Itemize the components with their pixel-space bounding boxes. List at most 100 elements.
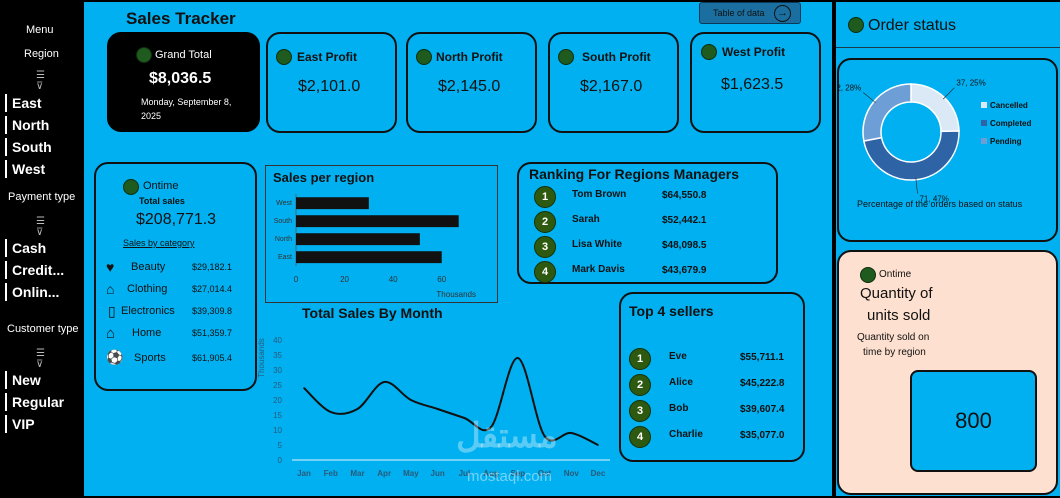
line-point xyxy=(329,411,332,413)
bar-west xyxy=(296,197,369,210)
rank-name: Sarah xyxy=(572,214,600,225)
line-point xyxy=(463,417,466,419)
legend-swatch xyxy=(981,102,987,108)
line-month-label: Sep xyxy=(510,469,525,478)
bar-north xyxy=(296,233,420,246)
top-sellers-title: Top 4 sellers xyxy=(629,303,714,319)
north-profit-value: $2,145.0 xyxy=(438,78,501,95)
slicer-item-new[interactable]: New xyxy=(5,371,77,389)
rank-name: Eve xyxy=(669,351,687,362)
quantity-value: 800 xyxy=(955,408,992,433)
payment-slicer-title: Payment type xyxy=(8,191,76,203)
line-month-label: Jun xyxy=(431,469,445,478)
line-ytick-label: 15 xyxy=(273,411,282,420)
status-dot-icon xyxy=(276,49,292,65)
slicer-item-east[interactable]: East xyxy=(5,94,77,112)
line-point xyxy=(517,357,519,359)
line-ytick-label: 35 xyxy=(273,351,282,360)
slicer-item-credit[interactable]: Credit... xyxy=(5,261,77,279)
phone-icon: ▯ xyxy=(108,303,116,319)
category-name-clothing: Clothing xyxy=(127,283,168,295)
donut-slice-cancelled xyxy=(910,83,960,133)
slicer-item-vip[interactable]: VIP xyxy=(5,415,77,433)
slicer-item-north[interactable]: North xyxy=(5,116,77,134)
legend-label: Cancelled xyxy=(990,101,1028,110)
bar-category-label: South xyxy=(274,218,292,225)
slicer-item-online[interactable]: Onlin... xyxy=(5,283,77,301)
quantity-title-line2: units sold xyxy=(867,307,931,324)
status-dot-icon xyxy=(558,49,574,65)
rank-value: $39,607.4 xyxy=(740,404,785,415)
south-profit-label: South Profit xyxy=(582,50,651,64)
donut-slice-label: 37, 25% xyxy=(956,79,985,88)
line-point xyxy=(543,435,546,437)
north-profit-label: North Profit xyxy=(436,50,503,64)
rank-name: Tom Brown xyxy=(572,189,627,200)
line-point xyxy=(356,408,359,410)
west-profit-value: $1,623.5 xyxy=(721,76,784,93)
payment-slicer-tools-icon[interactable]: ☰ ⊽ xyxy=(36,216,55,238)
table-of-data-button[interactable]: Table of data → xyxy=(699,2,801,24)
category-value-beauty: $29,182.1 xyxy=(192,262,233,272)
south-profit-card: South Profit $2,167.0 xyxy=(548,32,679,133)
donut-slice-pending xyxy=(862,83,912,142)
category-value-sports: $61,905.4 xyxy=(192,353,233,363)
line-ytick-label: 30 xyxy=(273,366,282,375)
grand-total-card: Grand Total $8,036.5 Monday, September 8… xyxy=(107,32,260,132)
region-slicer-tools-icon[interactable]: ☰ ⊽ xyxy=(36,70,55,92)
total-sales-value: $208,771.3 xyxy=(136,211,217,228)
line-point xyxy=(490,426,492,428)
slicer-item-cash[interactable]: Cash xyxy=(5,239,77,257)
bar-category-label: West xyxy=(276,200,292,207)
rank-value: $52,442.1 xyxy=(662,215,707,226)
page-title: Sales Tracker xyxy=(126,9,236,28)
line-month-label: Mar xyxy=(350,469,364,478)
line-month-label: Oct xyxy=(538,469,552,478)
quantity-card: Ontime Quantity of units sold Quantity s… xyxy=(837,250,1058,495)
slicer-item-west[interactable]: West xyxy=(5,160,77,178)
slicer-item-south[interactable]: South xyxy=(5,138,77,156)
line-point xyxy=(410,399,412,401)
ontime-label: Ontime xyxy=(143,180,179,192)
slicer-item-regular[interactable]: Regular xyxy=(5,393,77,411)
line-ytick-label: 25 xyxy=(273,381,282,390)
bar-tick-label: 0 xyxy=(294,275,299,284)
rank-value: $45,222.8 xyxy=(740,378,785,389)
status-dot-icon xyxy=(136,47,152,63)
grand-total-value: $8,036.5 xyxy=(149,70,212,87)
customer-slicer-tools-icon[interactable]: ☰ ⊽ xyxy=(36,348,55,370)
donut-leader-line xyxy=(863,92,876,103)
line-month-label: Apr xyxy=(377,469,391,478)
main-panel: Sales Tracker Table of data → Grand Tota… xyxy=(84,2,832,496)
legend-label: Pending xyxy=(990,137,1022,146)
line-ytick-label: 10 xyxy=(273,426,282,435)
line-month-label: May xyxy=(403,469,419,478)
quantity-sub-line2: time by region xyxy=(863,347,926,358)
rank-badge: 4 xyxy=(534,261,556,283)
status-dot-icon xyxy=(123,179,139,195)
region-slicer-title: Region xyxy=(24,48,59,60)
sidebar: Menu Region ☰ ⊽ East North South West Pa… xyxy=(0,0,82,498)
rank-badge: 4 xyxy=(629,426,651,448)
line-ytick-label: 40 xyxy=(273,336,282,345)
bar-category-label: North xyxy=(275,236,292,243)
right-panel: Order status 37, 25% 71, 47% 42, 28% Cancel… xyxy=(836,2,1060,496)
managers-ranking-title: Ranking For Regions Managers xyxy=(529,166,740,182)
rank-value: $55,711.1 xyxy=(740,352,784,363)
line-point xyxy=(597,444,599,446)
rank-value: $35,077.0 xyxy=(740,430,785,441)
order-status-card: 37, 25% 71, 47% 42, 28% Cancelled Completed P… xyxy=(837,58,1058,242)
donut-slice-label: 71, 47% xyxy=(919,195,948,204)
watermark-arabic: مستقل xyxy=(456,417,558,455)
rank-badge: 3 xyxy=(534,236,556,258)
top-sellers-card: Top 4 sellers 1 Eve $55,711.1 2 Alice $45,222… xyxy=(619,292,805,462)
customer-slicer-title: Customer type xyxy=(7,323,79,335)
line-point xyxy=(303,387,305,389)
north-profit-card: North Profit $2,145.0 xyxy=(406,32,537,133)
managers-ranking-card: Ranking For Regions Managers 1 Tom Brown $… xyxy=(517,162,778,284)
status-dot-icon xyxy=(848,17,864,33)
rank-name: Alice xyxy=(669,377,693,388)
category-name-beauty: Beauty xyxy=(131,261,166,273)
rank-badge: 1 xyxy=(534,186,556,208)
